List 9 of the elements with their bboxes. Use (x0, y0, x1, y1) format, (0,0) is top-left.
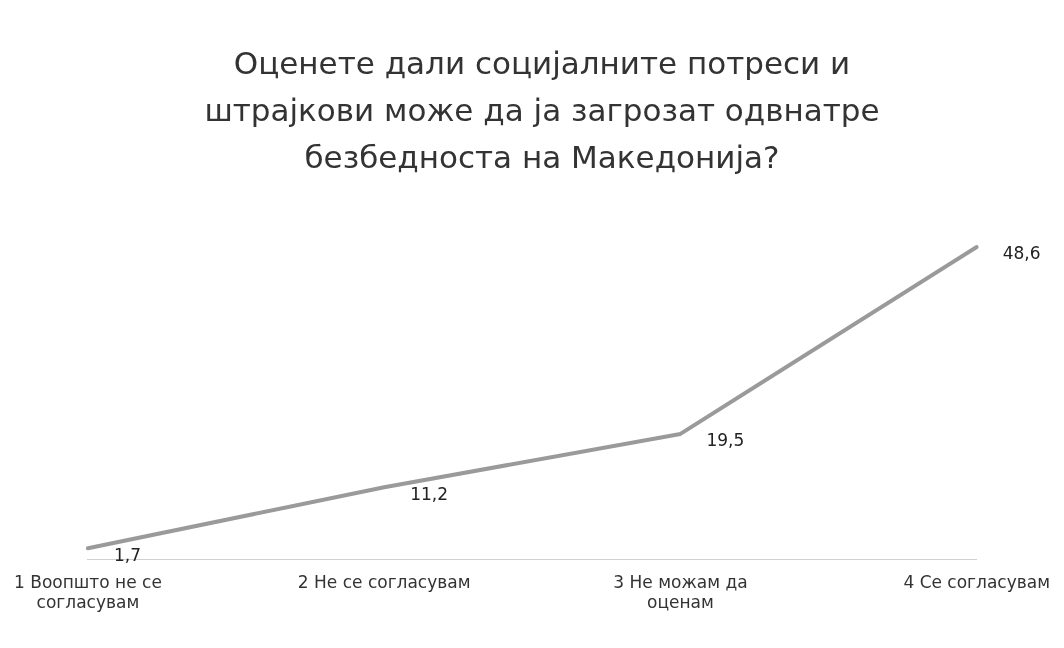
data-label: 48,6 (1002, 243, 1041, 264)
data-label: 1,7 (113, 544, 141, 565)
x-tick-label: 1 Воопшто не се согласувам (13, 571, 162, 613)
data-label: 19,5 (706, 430, 745, 451)
x-tick-label: 4 Се согласувам (903, 571, 1051, 592)
x-tick-label: 3 Не можам да оценам (613, 571, 748, 613)
x-tick-label: 2 Не се согласувам (297, 571, 471, 592)
chart-title: Оценете дали социјалните потреси и штрајкови може да ја загрозат одвнатре безбедноста на Македонија? (203, 44, 881, 177)
data-label: 11,2 (410, 483, 449, 504)
